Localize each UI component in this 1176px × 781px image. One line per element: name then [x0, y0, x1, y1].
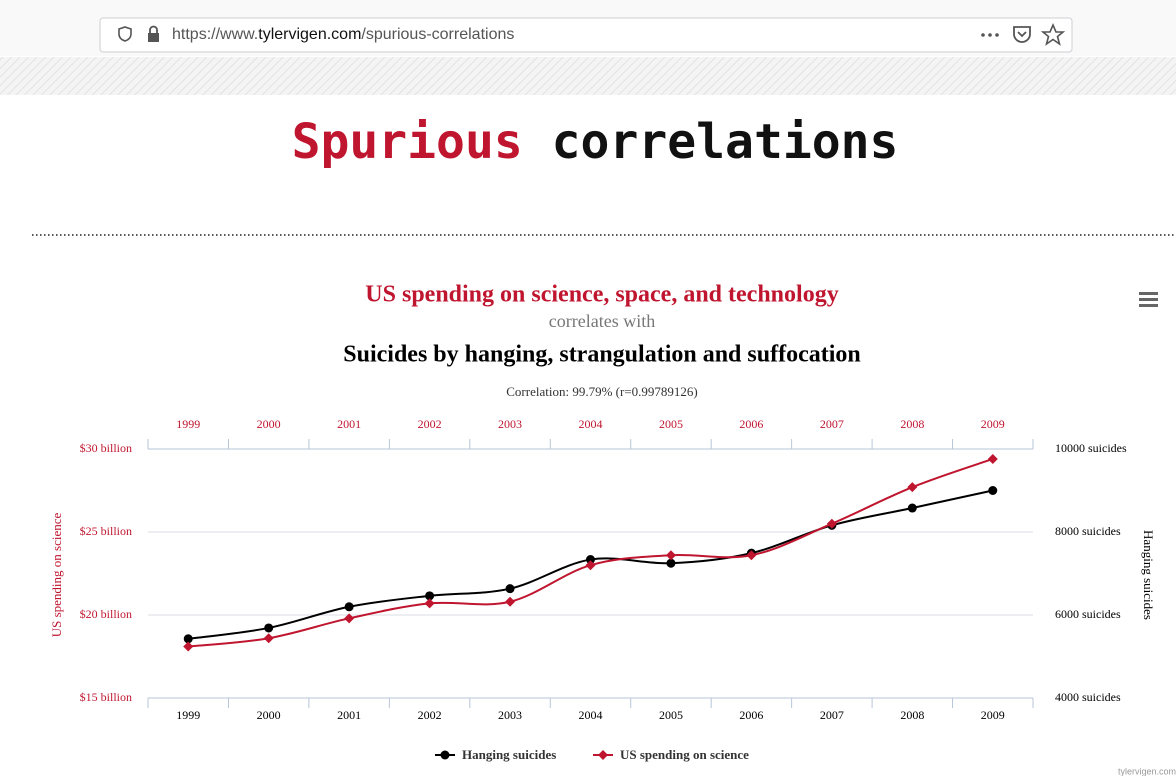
url-path: /spurious-correlations [361, 26, 514, 43]
correlation: Correlation: 99.79% (r=0.99789126) [506, 384, 697, 399]
screen: https://www.tylervigen.com/spurious-corr… [0, 0, 1176, 776]
x-tick-label: 2003 [498, 708, 522, 722]
chart-title2: Suicides by hanging, strangulation and s… [343, 342, 860, 368]
y-tick-label: $30 billion [80, 441, 132, 455]
y2-tick-label: 8000 suicides [1055, 524, 1121, 538]
point [908, 504, 917, 513]
x-tick-label-top: 2000 [257, 417, 281, 431]
x-tick-label: 1999 [176, 708, 200, 722]
point [506, 584, 515, 593]
x-tick-label: 2004 [579, 708, 603, 722]
x-tick-label: 2009 [981, 708, 1005, 722]
legend-label[interactable]: US spending on science [620, 747, 749, 762]
url-prefix: https://www. [172, 26, 258, 43]
more-icon[interactable] [981, 33, 999, 37]
x-tick-label-top: 2005 [659, 417, 683, 431]
x-tick-label: 2007 [820, 708, 844, 722]
chart-title: US spending on science, space, and techn… [365, 282, 838, 308]
x-tick-label-top: 2002 [418, 417, 442, 431]
x-tick-label-top: 2003 [498, 417, 522, 431]
logo: Spurious correlations [292, 114, 899, 170]
lock-icon [148, 33, 159, 42]
y2-tick-label: 10000 suicides [1055, 441, 1127, 455]
url-domain: tylervigen.com [258, 26, 361, 43]
x-tick-label-top: 2006 [739, 417, 763, 431]
x-tick-label: 2001 [337, 708, 361, 722]
x-tick-label: 2000 [257, 708, 281, 722]
y-tick-label: $15 billion [80, 690, 132, 704]
hatch-strip [0, 57, 1176, 95]
footer: tylervigen.com [1118, 766, 1176, 776]
page: https://www.tylervigen.com/spurious-corr… [0, 0, 1176, 776]
x-tick-label-top: 2001 [337, 417, 361, 431]
x-tick-label: 2005 [659, 708, 683, 722]
y2-tick-label: 6000 suicides [1055, 607, 1121, 621]
y2-axis-title: Hanging suicides [1141, 530, 1156, 620]
y-axis-title: US spending on science [49, 512, 64, 637]
menu-icon[interactable] [1139, 292, 1158, 307]
point [988, 486, 997, 495]
x-tick-label: 2006 [739, 708, 763, 722]
legend-marker [441, 751, 450, 760]
y-tick-label: $25 billion [80, 524, 132, 538]
x-tick-label-top: 2009 [981, 417, 1005, 431]
legend-label[interactable]: Hanging suicides [462, 747, 556, 762]
y-tick-label: $20 billion [80, 607, 132, 621]
x-tick-label-top: 2004 [579, 417, 603, 431]
logo-word1: Spurious [292, 114, 523, 170]
x-tick-label: 2008 [900, 708, 924, 722]
chart-subtitle: correlates with [549, 311, 655, 331]
x-tick-label-top: 2007 [820, 417, 844, 431]
y2-tick-label: 4000 suicides [1055, 690, 1121, 704]
x-tick-label-top: 1999 [176, 417, 200, 431]
x-tick-label: 2002 [418, 708, 442, 722]
logo-word2: correlations [552, 114, 899, 170]
url: https://www.tylervigen.com/spurious-corr… [172, 26, 514, 43]
point [264, 623, 273, 632]
x-tick-label-top: 2008 [900, 417, 924, 431]
point [345, 602, 354, 611]
